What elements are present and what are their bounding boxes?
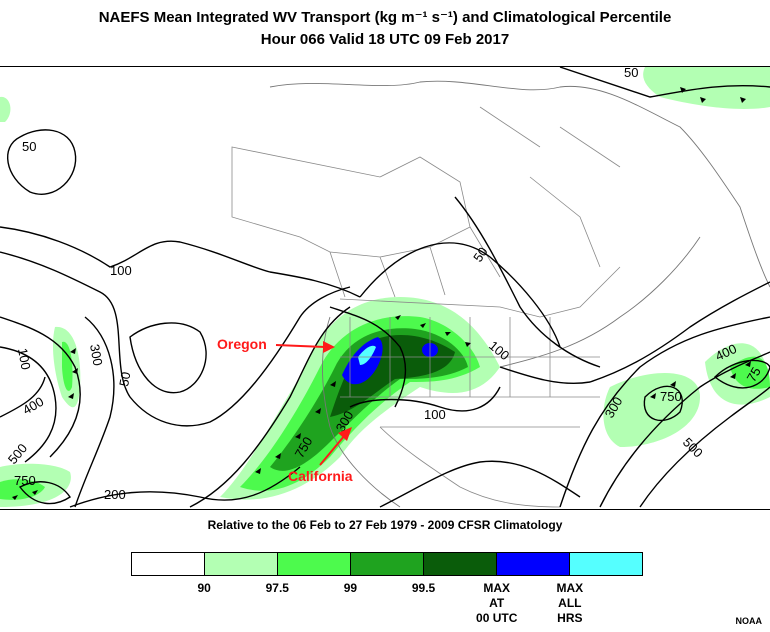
- noaa-credit: NOAA: [735, 616, 763, 626]
- contour-label: 75: [744, 364, 764, 384]
- colorbar-label: MAX AT 00 UTC: [476, 581, 518, 625]
- oregon-label: Oregon: [217, 336, 267, 352]
- colorbar-swatch: [424, 553, 497, 575]
- contour-label: 50: [470, 244, 491, 264]
- contour-label: 50: [22, 139, 36, 154]
- california-label: California: [288, 468, 353, 484]
- climatology-subtitle: Relative to the 06 Feb to 27 Feb 1979 - …: [207, 518, 563, 532]
- percentile-colorbar: [131, 552, 643, 576]
- percentile-shading: [0, 67, 770, 507]
- colorbar-label: 99: [343, 581, 358, 595]
- annotations: Oregon California: [217, 336, 353, 484]
- shade-max-all-hrs: [358, 345, 376, 365]
- shade-90-nw: [0, 96, 11, 122]
- contour-label: 100: [424, 407, 446, 422]
- valid-time-subtitle: Hour 066 Valid 18 UTC 09 Feb 2017: [260, 31, 510, 48]
- ivt-map: 50 50 50 50 100 100 100 100 200 300 300 …: [0, 67, 770, 508]
- transport-vectors: [12, 87, 751, 500]
- colorbar-swatch: [570, 553, 642, 575]
- ivt-contours: [0, 67, 770, 508]
- california-arrowhead: [338, 427, 352, 441]
- contour-label: 300: [87, 343, 106, 367]
- colorbar-label: 97.5: [265, 581, 289, 595]
- contour-label: 200: [104, 487, 126, 502]
- colorbar-swatch: [497, 553, 570, 575]
- colorbar-swatch: [132, 553, 205, 575]
- colorbar-swatch: [278, 553, 351, 575]
- colorbar-swatch: [351, 553, 424, 575]
- contour-label: 50: [624, 67, 638, 80]
- contour-label: 750: [660, 389, 682, 404]
- contour-label: 500: [5, 441, 30, 467]
- colorbar-label: 90: [197, 581, 211, 595]
- contour-label: 100: [110, 263, 132, 278]
- california-arrow: [319, 434, 346, 466]
- ivt-map-panel: 50 50 50 50 100 100 100 100 200 300 300 …: [0, 66, 770, 510]
- contour-label: 400: [20, 394, 46, 418]
- contour-label: 50: [116, 371, 133, 388]
- colorbar-label: 99.5: [411, 581, 436, 595]
- oregon-arrow: [275, 344, 326, 348]
- contour-label: 100: [15, 347, 34, 371]
- contour-label: 750: [14, 473, 36, 488]
- colorbar-label: MAX ALL HRS: [556, 581, 584, 625]
- oregon-arrowhead: [323, 341, 335, 353]
- shade-97-wpac: [62, 341, 73, 391]
- shade-90-atl: [603, 373, 700, 447]
- colorbar-swatch: [205, 553, 278, 575]
- map-title: NAEFS Mean Integrated WV Transport (kg m…: [98, 9, 672, 26]
